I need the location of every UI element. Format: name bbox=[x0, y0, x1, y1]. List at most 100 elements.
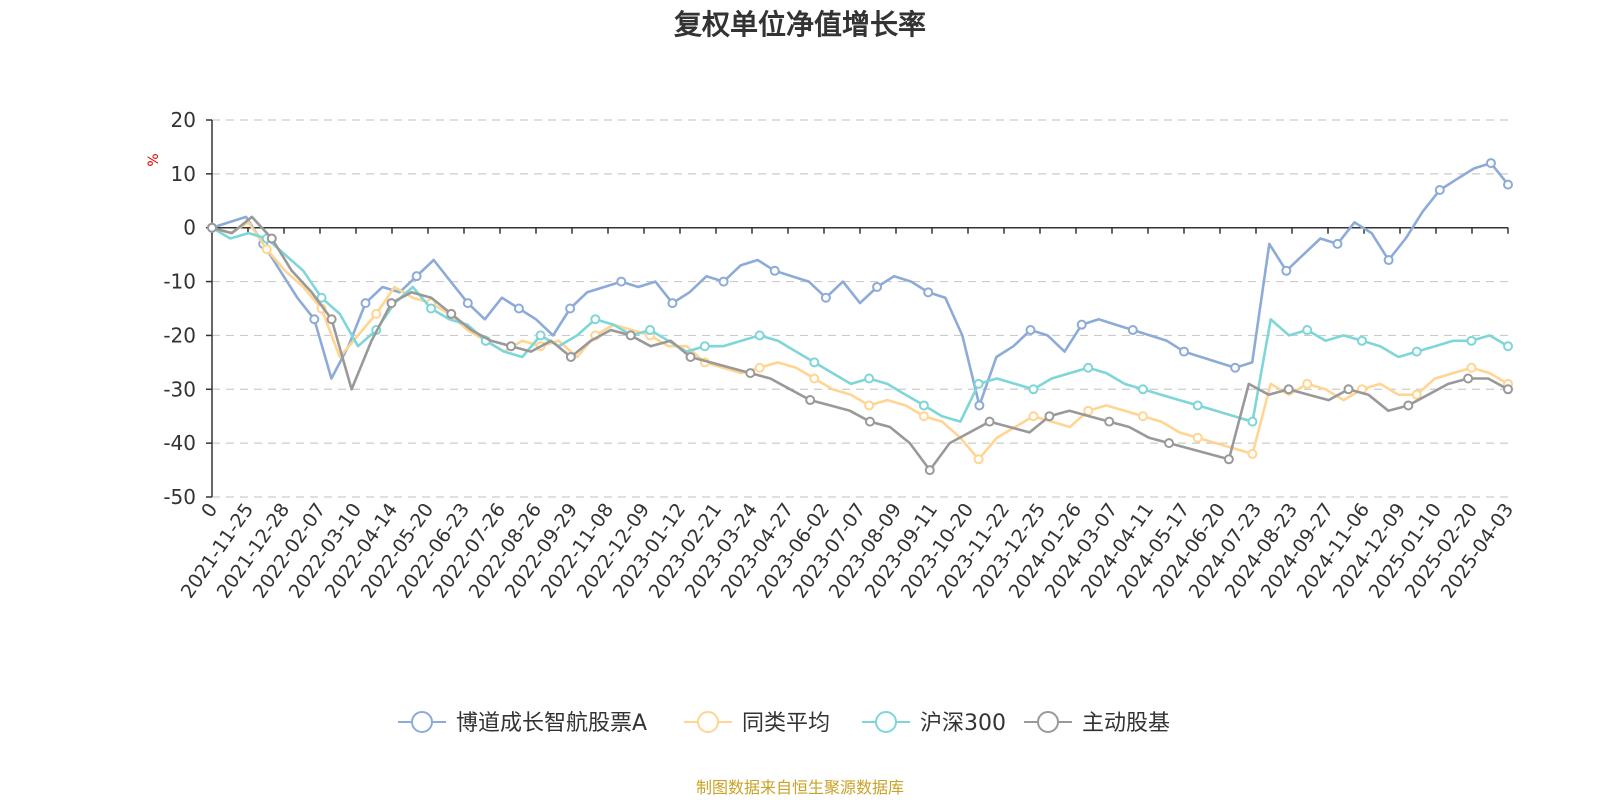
legend-label: 沪深300 bbox=[920, 711, 1006, 736]
series-line-3 bbox=[211, 215, 1509, 472]
legend-label: 博道成长智航股票A bbox=[456, 711, 647, 736]
series-point bbox=[872, 281, 883, 292]
series-point bbox=[918, 400, 929, 411]
series-point bbox=[769, 265, 780, 276]
series-point bbox=[984, 416, 995, 427]
y-tick-label: -40 bbox=[163, 431, 196, 455]
series-point bbox=[316, 292, 327, 303]
series-point bbox=[1411, 346, 1422, 357]
y-tick-label: -50 bbox=[163, 485, 196, 509]
series-point bbox=[923, 287, 934, 298]
legend-marker bbox=[411, 711, 433, 733]
series-point bbox=[565, 303, 576, 314]
series-point bbox=[1083, 362, 1094, 373]
series-point bbox=[1403, 400, 1414, 411]
series-point bbox=[386, 298, 397, 309]
series-point bbox=[809, 357, 820, 368]
series-point bbox=[1281, 265, 1292, 276]
series-line-1 bbox=[211, 221, 1509, 461]
series-point bbox=[1343, 384, 1354, 395]
series-point bbox=[1466, 335, 1477, 346]
series-point bbox=[1137, 411, 1148, 422]
y-tick-label: -20 bbox=[163, 323, 196, 347]
series-point bbox=[1503, 384, 1513, 395]
series-point bbox=[1028, 384, 1039, 395]
series-point bbox=[1466, 362, 1477, 373]
y-tick-label: 10 bbox=[171, 162, 196, 186]
series-point bbox=[1383, 255, 1394, 266]
series-point bbox=[1503, 341, 1513, 352]
series-point bbox=[266, 233, 277, 244]
series-point bbox=[326, 314, 337, 325]
y-tick-label: 0 bbox=[183, 216, 196, 240]
series-point bbox=[1356, 335, 1367, 346]
series-point bbox=[754, 330, 765, 341]
legend-item-0[interactable]: 博道成长智航股票A bbox=[398, 711, 647, 736]
legend[interactable]: 博道成长智航股票A 同类平均 沪深300 主动股基 bbox=[398, 711, 1170, 736]
series-point bbox=[1025, 325, 1036, 336]
series-point bbox=[1104, 416, 1115, 427]
series-point bbox=[590, 314, 601, 325]
legend-item-1[interactable]: 同类平均 bbox=[684, 711, 830, 736]
series-point bbox=[1485, 158, 1496, 169]
x-tick-label: 0 bbox=[197, 499, 222, 522]
series-point bbox=[973, 378, 984, 389]
legend-label: 主动股基 bbox=[1082, 711, 1170, 736]
series-point bbox=[1302, 378, 1313, 389]
series-point bbox=[1463, 373, 1474, 384]
series-point bbox=[924, 465, 935, 476]
series-point bbox=[1192, 432, 1203, 443]
legend-item-2[interactable]: 沪深300 bbox=[862, 711, 1006, 736]
series-point bbox=[1283, 384, 1294, 395]
series-point bbox=[1083, 405, 1094, 416]
y-tick-label: -10 bbox=[163, 270, 196, 294]
series-point bbox=[667, 298, 678, 309]
series-point bbox=[1076, 319, 1087, 330]
y-axis-unit: % bbox=[146, 153, 162, 166]
series-point bbox=[261, 244, 272, 255]
series-point bbox=[1247, 448, 1258, 459]
series-point bbox=[565, 351, 576, 362]
series-point bbox=[1044, 411, 1055, 422]
series-point bbox=[1411, 389, 1422, 400]
y-tick-label: -30 bbox=[163, 377, 196, 401]
series-point bbox=[1434, 185, 1445, 196]
series-point bbox=[820, 292, 831, 303]
series-point bbox=[685, 351, 696, 362]
y-tick-label: 20 bbox=[171, 108, 196, 132]
series-line-2 bbox=[211, 226, 1509, 423]
legend-item-3[interactable]: 主动股基 bbox=[1024, 711, 1170, 736]
legend-label: 同类平均 bbox=[742, 711, 830, 736]
series-point bbox=[616, 276, 627, 287]
series-point bbox=[974, 400, 985, 411]
chart-title: 复权单位净值增长率 bbox=[674, 8, 926, 41]
series-point bbox=[1164, 438, 1175, 449]
series-point bbox=[1332, 238, 1343, 249]
series-point bbox=[506, 341, 517, 352]
series-point bbox=[1302, 325, 1313, 336]
series-point bbox=[864, 416, 875, 427]
legend-marker bbox=[697, 711, 719, 733]
series-point bbox=[699, 341, 710, 352]
series-point bbox=[805, 395, 816, 406]
series-point bbox=[745, 368, 756, 379]
series-point bbox=[718, 276, 729, 287]
series-point bbox=[1247, 416, 1258, 427]
series-point bbox=[1223, 454, 1234, 465]
series-point bbox=[973, 454, 984, 465]
grid-lines bbox=[212, 119, 1508, 498]
series-point bbox=[625, 330, 636, 341]
series-lines bbox=[207, 158, 1513, 476]
series-point bbox=[535, 330, 546, 341]
series-line-0 bbox=[211, 161, 1510, 407]
series-point bbox=[360, 298, 371, 309]
series-point bbox=[446, 308, 457, 319]
series-point bbox=[864, 373, 875, 384]
series-point bbox=[1230, 362, 1241, 373]
series-point bbox=[309, 314, 320, 325]
series-point bbox=[371, 308, 382, 319]
series-point bbox=[1503, 179, 1513, 190]
series-point bbox=[411, 271, 422, 282]
series-point bbox=[1127, 325, 1138, 336]
